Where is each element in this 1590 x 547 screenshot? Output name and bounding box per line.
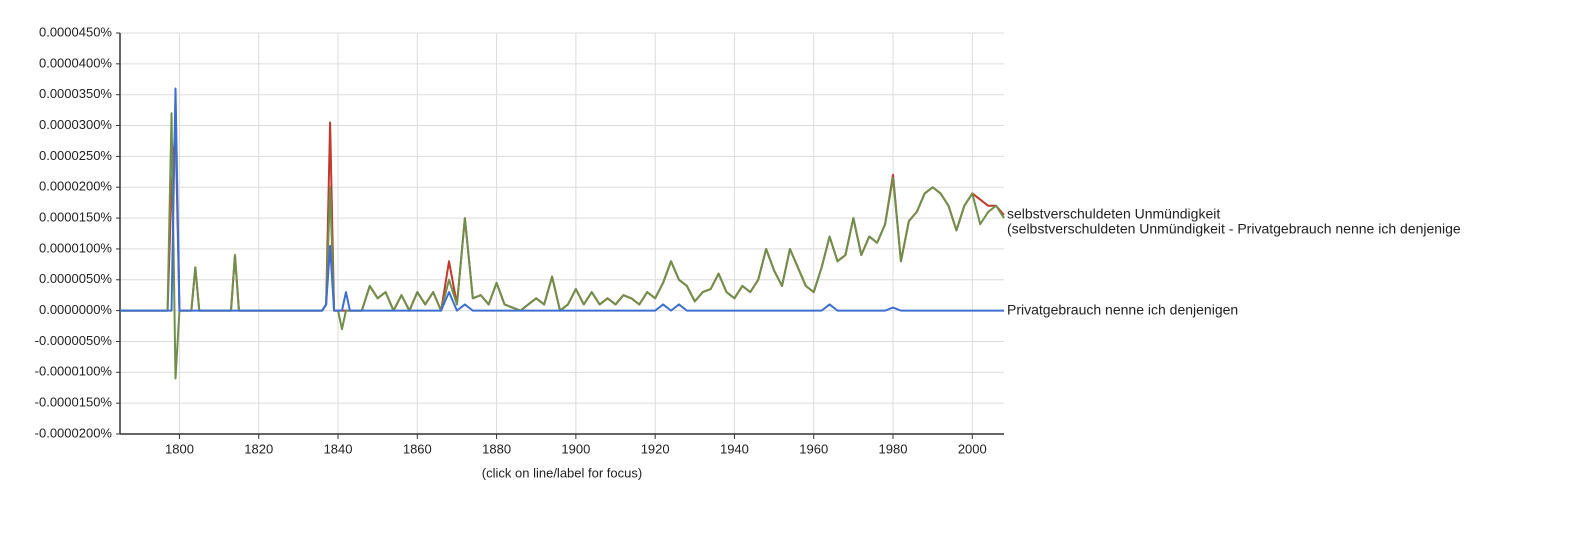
x-tick-label: 1820: [244, 441, 273, 456]
y-tick-label: 0.0000100%: [39, 240, 112, 255]
series-label[interactable]: selbstverschuldeten Unmündigkeit: [1007, 206, 1220, 222]
y-tick-label: 0.0000050%: [39, 271, 112, 286]
x-tick-label: 1960: [799, 441, 828, 456]
y-tick-label: -0.0000150%: [35, 395, 113, 410]
y-tick-label: -0.0000100%: [35, 364, 113, 379]
x-tick-label: 1860: [403, 441, 432, 456]
x-tick-label: 2000: [958, 441, 987, 456]
y-tick-label: -0.0000200%: [35, 425, 113, 440]
series-label[interactable]: Privatgebrauch nenne ich denjenigen: [1007, 301, 1238, 317]
series-line[interactable]: [120, 112, 1005, 380]
y-tick-label: 0.0000450%: [39, 24, 112, 39]
series-line[interactable]: [120, 87, 1004, 312]
y-tick-label: 0.0000350%: [39, 86, 112, 101]
y-tick-label: 0.0000150%: [39, 210, 112, 225]
x-tick-label: 1940: [720, 441, 749, 456]
y-tick-label: 0.0000000%: [39, 302, 112, 317]
x-tick-label: 1800: [165, 441, 194, 456]
series-label[interactable]: (selbstverschuldeten Unmündigkeit - Priv…: [1007, 221, 1461, 237]
x-tick-label: 1920: [641, 441, 670, 456]
series-line[interactable]: [120, 121, 1005, 312]
x-tick-label: 1900: [561, 441, 590, 456]
x-tick-label: 1840: [324, 441, 353, 456]
y-tick-label: 0.0000250%: [39, 148, 112, 163]
y-tick-label: 0.0000400%: [39, 55, 112, 70]
x-tick-label: 1880: [482, 441, 511, 456]
y-tick-label: 0.0000200%: [39, 179, 112, 194]
x-tick-label: 1980: [879, 441, 908, 456]
footer-note: (click on line/label for focus): [482, 465, 642, 480]
y-tick-label: 0.0000300%: [39, 117, 112, 132]
y-tick-label: -0.0000050%: [35, 333, 113, 348]
